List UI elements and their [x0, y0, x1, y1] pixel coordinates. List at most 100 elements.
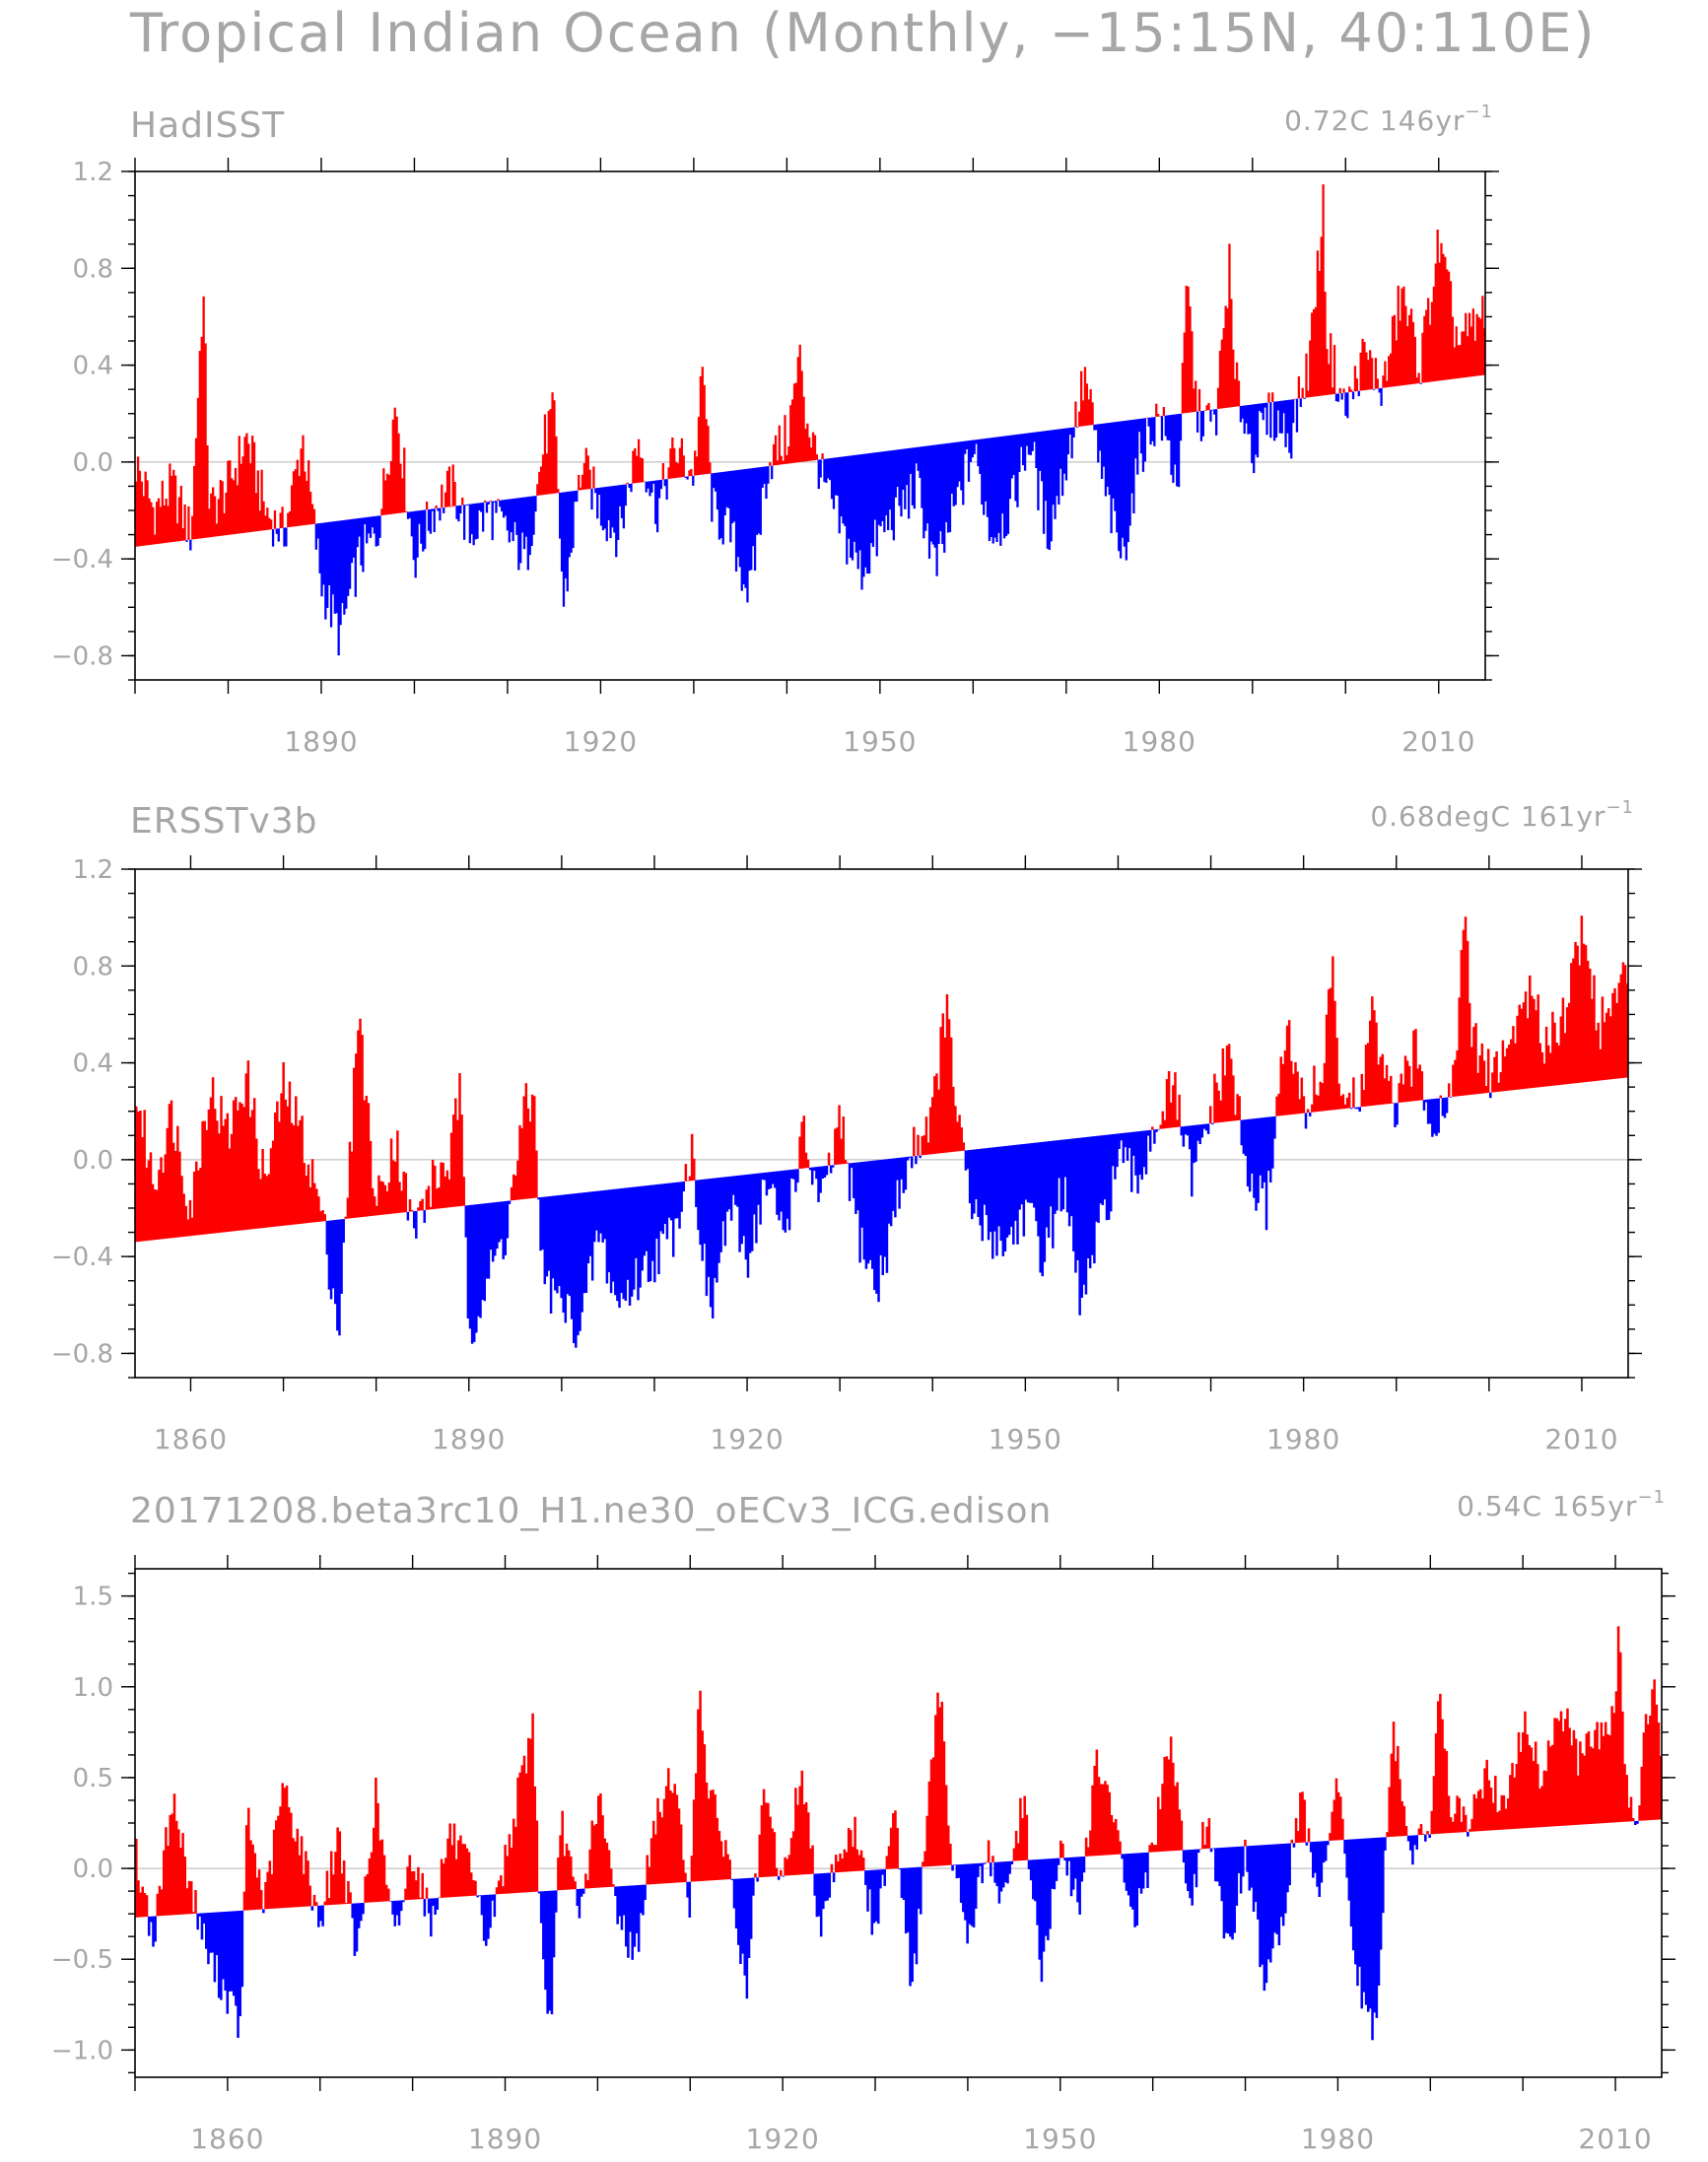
anomaly-bar-below-trend — [765, 1172, 769, 1196]
anomaly-bar-below-trend — [1076, 1137, 1079, 1260]
anomaly-bar-below-trend — [637, 1186, 640, 1301]
anomaly-bar-above-trend — [444, 492, 447, 507]
anomaly-bar-below-trend — [1340, 392, 1343, 400]
anomaly-bar-below-trend — [964, 440, 967, 454]
anomaly-bar-above-trend — [529, 1738, 532, 1893]
anomaly-bar-below-trend — [508, 1200, 512, 1204]
anomaly-bar-above-trend — [714, 1793, 717, 1881]
anomaly-bar-above-trend — [1328, 364, 1331, 395]
anomaly-bar-above-trend — [1398, 1083, 1401, 1103]
anomaly-bar-above-trend — [160, 1157, 163, 1240]
anomaly-bar-below-trend — [491, 1202, 495, 1262]
anomaly-bar-above-trend — [1324, 292, 1327, 396]
anomaly-bar-below-trend — [1276, 401, 1280, 411]
anomaly-bar-below-trend — [1176, 414, 1179, 487]
anomaly-bar-above-trend — [1183, 332, 1186, 414]
anomaly-bar-above-trend — [387, 1182, 391, 1214]
y-tick-label: 1.5 — [73, 1583, 113, 1612]
anomaly-bar-below-trend — [554, 1195, 557, 1291]
anomaly-bar-above-trend — [226, 1113, 230, 1233]
anomaly-bar-above-trend — [764, 1802, 768, 1877]
anomaly-bar-below-trend — [1134, 1131, 1137, 1176]
anomaly-bar-below-trend — [464, 505, 468, 506]
anomaly-bar-above-trend — [917, 1134, 920, 1156]
anomaly-bar-above-trend — [1397, 1745, 1400, 1837]
anomaly-bar-above-trend — [782, 460, 785, 465]
anomaly-bar-above-trend — [956, 1121, 959, 1152]
anomaly-bar-above-trend — [450, 1845, 454, 1898]
anomaly-bar-below-trend — [853, 454, 856, 542]
anomaly-bar-below-trend — [1371, 1838, 1374, 2041]
anomaly-bar-above-trend — [141, 1886, 144, 1918]
anomaly-bar-above-trend — [201, 1120, 204, 1235]
anomaly-bar-below-trend — [1362, 1838, 1366, 1993]
anomaly-bar-above-trend — [1466, 940, 1469, 1096]
anomaly-bar-below-trend — [870, 1160, 874, 1269]
anomaly-bar-below-trend — [1112, 422, 1115, 499]
anomaly-bar-above-trend — [1205, 1826, 1208, 1849]
anomaly-bar-below-trend — [1062, 428, 1066, 474]
anomaly-bar-below-trend — [1116, 1133, 1119, 1168]
anomaly-bar-below-trend — [1014, 435, 1017, 502]
anomaly-bar-above-trend — [307, 1164, 310, 1224]
anomaly-bar-above-trend — [1544, 1026, 1548, 1087]
anomaly-bar-below-trend — [830, 457, 834, 500]
anomaly-bar-above-trend — [247, 443, 250, 533]
anomaly-bar-above-trend — [176, 1125, 179, 1238]
anomaly-bar-below-trend — [501, 500, 504, 511]
anomaly-bar-below-trend — [948, 442, 952, 532]
anomaly-bar-above-trend — [259, 1890, 263, 1910]
anomaly-bar-above-trend — [135, 481, 138, 547]
anomaly-bar-above-trend — [572, 1876, 575, 1890]
anomaly-bar-above-trend — [315, 1188, 318, 1223]
anomaly-bar-above-trend — [516, 1160, 519, 1200]
anomaly-bar-below-trend — [869, 452, 873, 544]
anomaly-bar-above-trend — [175, 523, 179, 542]
anomaly-bar-above-trend — [1350, 389, 1353, 392]
anomaly-bar-below-trend — [560, 1194, 563, 1299]
anomaly-bar-below-trend — [285, 527, 288, 547]
anomaly-bar-above-trend — [1059, 1840, 1062, 1858]
anomaly-bar-below-trend — [581, 1192, 583, 1313]
anomaly-bar-below-trend — [759, 1173, 762, 1225]
anomaly-bar-below-trend — [331, 521, 335, 595]
anomaly-bar-below-trend — [749, 1877, 753, 1939]
anomaly-bar-below-trend — [1437, 1098, 1440, 1133]
anomaly-bar-above-trend — [1155, 403, 1158, 417]
anomaly-bar-below-trend — [782, 1875, 785, 1877]
anomaly-bar-above-trend — [457, 1840, 460, 1897]
anomaly-bar-above-trend — [1152, 1845, 1156, 1853]
anomaly-bar-below-trend — [1182, 1850, 1186, 1863]
anomaly-bar-above-trend — [952, 1086, 955, 1152]
anomaly-bar-below-trend — [205, 1913, 208, 1949]
anomaly-bar-below-trend — [1153, 417, 1156, 446]
anomaly-bar-below-trend — [725, 471, 728, 507]
trend-label: 0.68degC — [1370, 800, 1511, 833]
anomaly-bar-above-trend — [211, 1077, 215, 1234]
anomaly-bar-below-trend — [552, 1890, 556, 1958]
anomaly-bar-above-trend — [1436, 1701, 1440, 1834]
anomaly-bar-above-trend — [924, 1116, 928, 1155]
anomaly-bar-above-trend — [586, 1879, 589, 1889]
anomaly-bar-below-trend — [1078, 1857, 1081, 1915]
anomaly-bar-above-trend — [306, 481, 308, 525]
anomaly-bar-above-trend — [1316, 250, 1320, 397]
anomaly-bar-below-trend — [997, 1861, 1001, 1904]
anomaly-bar-below-trend — [921, 446, 923, 508]
anomaly-bar-above-trend — [1514, 1043, 1517, 1090]
anomaly-bar-below-trend — [1070, 427, 1073, 459]
anomaly-bar-below-trend — [333, 521, 336, 614]
anomaly-bar-above-trend — [1565, 1007, 1569, 1085]
anomaly-bar-below-trend — [358, 517, 361, 537]
anomaly-bar-above-trend — [1095, 1749, 1099, 1857]
anomaly-bar-above-trend — [145, 1168, 149, 1242]
anomaly-bar-above-trend — [266, 1871, 269, 1910]
anomaly-bar-above-trend — [1084, 1837, 1088, 1857]
anomaly-bar-above-trend — [198, 351, 201, 539]
anomaly-bar-above-trend — [1174, 1072, 1177, 1128]
anomaly-bar-below-trend — [572, 491, 575, 549]
x-tick-label: 1950 — [843, 725, 917, 758]
anomaly-bar-below-trend — [1086, 1136, 1090, 1258]
anomaly-bar-below-trend — [1351, 1839, 1355, 1951]
anomaly-bar-above-trend — [445, 1170, 449, 1208]
